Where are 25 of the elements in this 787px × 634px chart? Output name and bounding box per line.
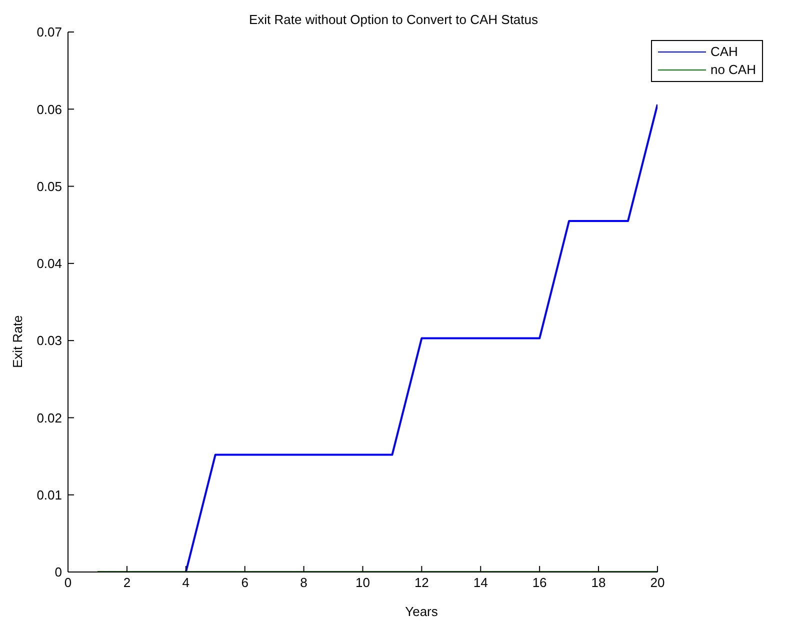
chart-title: Exit Rate without Option to Convert to CAH Status [248,12,538,27]
x-tick-label: 16 [532,575,547,590]
x-tick-label: 8 [300,575,308,590]
x-tick-label: 14 [473,575,488,590]
x-tick-label: 20 [650,575,665,590]
y-tick-label: 0.07 [36,24,62,40]
y-tick-label: 0.06 [36,102,62,117]
y-tick-label: 0.03 [36,333,62,348]
y-axis-title: Exit Rate [10,315,25,368]
y-tick-label: 0.02 [36,410,62,426]
x-tick-label: 4 [182,575,190,590]
x-tick-label: 12 [414,575,429,590]
x-tick-label: 10 [356,575,370,590]
x-tick-label: 0 [64,575,72,590]
y-tick-label: 0.05 [36,178,62,194]
legend-label: CAH [710,43,738,61]
y-tick-label: 0.01 [36,487,62,502]
y-tick-label: 0.04 [36,256,62,272]
x-tick-label: 18 [591,575,606,590]
line-series [184,104,658,572]
x-tick-label: 6 [241,575,248,590]
x-tick-label: 2 [123,575,131,590]
y-tick-label: 0 [54,564,62,580]
x-axis-title: Years [404,604,439,619]
legend-label: no CAH [710,61,756,79]
